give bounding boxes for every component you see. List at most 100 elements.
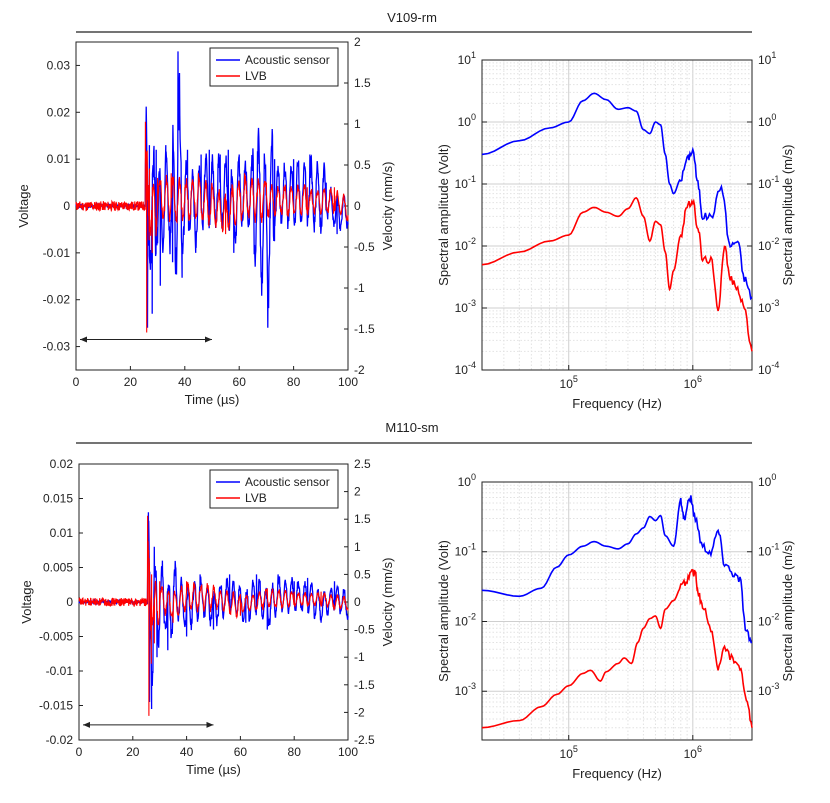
legend: Acoustic sensor LVB [209,469,339,509]
x-axis-label: Frequency (Hz) [572,396,662,411]
time-plot-1: 0 20 40 60 80 1000.020.0150.010.0050-0.005-0.… [19,457,395,777]
x-tick-label: 60 [233,375,247,389]
y-tick-label-left: 10-3 [455,298,476,315]
x-tick-label: 106 [684,744,702,761]
duration-arrow-head-left [83,721,90,728]
y-tick-label-left: 0.015 [43,492,73,506]
x-tick-label: 105 [560,374,578,391]
y-tick-label-right: 10-1 [758,174,779,191]
y-tick-label-left: 10-1 [455,174,476,191]
x-tick-label: 20 [124,375,138,389]
x-tick-label: 40 [178,375,192,389]
y-tick-label-right: -0.5 [354,240,375,254]
y-tick-label-left: 0.01 [47,152,71,166]
legend-label-lvb: LVB [245,69,267,83]
series-lvb [75,121,349,333]
x-tick-label: 80 [288,745,302,759]
y-tick-label-right: -1.5 [354,678,375,692]
y-tick-label-left: 100 [458,472,476,489]
x-tick-label: 80 [287,375,301,389]
y-tick-label-left: -0.02 [43,293,71,307]
legend-label-sensor: Acoustic sensor [245,475,330,489]
x-tick-label: 100 [338,375,358,389]
spectrum-plot-0: 105 106 101 101 100 100 10-1 10-1 10-2 10-2 10-3 10… [436,50,795,411]
x-tick-label: 20 [126,745,140,759]
y-tick-label-left: 101 [458,50,476,67]
y-axis-label-left: Spectral amplitude (Volt) [436,144,451,286]
x-tick-label: 100 [338,745,358,759]
duration-arrow-head-left [80,336,87,343]
series-lvb [78,515,349,716]
y-tick-label-left: 10-2 [455,611,476,628]
series-acoustic-sensor-spectrum [481,495,752,644]
y-tick-label-right: -1 [354,281,365,295]
y-tick-label-left: -0.02 [46,733,74,747]
y-tick-label-right: 1.5 [354,76,371,90]
duration-arrow-head-right [205,336,212,343]
y-tick-label-right: -2.5 [354,733,375,747]
y-axis-label-right: Spectral amplitude (m/s) [780,541,795,682]
y-axis-label-left: Spectral amplitude (Volt) [436,540,451,682]
y-tick-label-left: 0 [63,199,70,213]
y-axis-label-right: Spectral amplitude (m/s) [780,145,795,286]
y-tick-label-right: -1.5 [354,322,375,336]
y-tick-label-right: -1 [354,650,365,664]
y-tick-label-right: 2 [354,35,361,49]
time-plot-0: 0 20 40 60 80 1000.030.020.010-0.01-0.02-0.03… [16,35,395,407]
y-tick-label-right: 1 [354,540,361,554]
y-tick-label-right: -0.5 [354,623,375,637]
spectrum-plot-1: 105 106 100 100 10-1 10-1 10-2 10-2 10-3 10-3 Freq… [436,472,795,781]
y-tick-label-left: -0.005 [39,630,73,644]
x-tick-label: 40 [180,745,194,759]
y-tick-label-left: 10-1 [455,542,476,559]
x-axis-label: Time (µs) [186,762,241,777]
plot-background [482,60,752,370]
y-tick-label-right: -2 [354,363,365,377]
y-tick-label-left: 10-4 [455,360,476,377]
x-tick-label: 0 [73,375,80,389]
legend-box [209,47,339,87]
x-tick-label: 60 [234,745,248,759]
y-axis-label-right: Velocity (mm/s) [380,558,395,647]
legend-box [209,469,339,509]
y-tick-label-right: 10-3 [758,298,779,315]
series-lvb-spectrum [481,568,753,729]
y-tick-label-right: 101 [758,50,776,67]
legend: Acoustic sensor LVB [209,47,339,87]
series-acoustic-sensor-spectrum [481,92,753,301]
y-tick-label-right: 10-2 [758,611,779,628]
duration-arrow-head-right [206,721,214,728]
y-tick-label-left: -0.03 [43,340,71,354]
y-tick-label-right: 2.5 [354,457,371,471]
y-tick-label-left: 0.03 [47,58,71,72]
y-tick-label-left: 100 [458,112,476,129]
y-tick-label-right: 0 [354,595,361,609]
y-tick-label-right: 2 [354,485,361,499]
y-axis-label-left: Voltage [19,580,34,623]
y-tick-label-left: 10-2 [455,236,476,253]
x-axis-label: Frequency (Hz) [572,766,662,781]
y-tick-label-left: 0.01 [50,526,74,540]
y-tick-label-left: 0.02 [50,457,74,471]
y-tick-label-right: 100 [758,112,776,129]
legend-label-sensor: Acoustic sensor [245,53,330,67]
x-tick-label: 105 [560,744,578,761]
y-tick-label-right: 10-2 [758,236,779,253]
y-tick-label-right: 10-4 [758,360,779,377]
y-tick-label-right: 10-3 [758,681,779,698]
row-title-1: M110-sm [385,420,438,435]
y-tick-label-right: 10-1 [758,542,779,559]
y-tick-label-left: 0.02 [47,105,71,119]
y-tick-label-right: 0.5 [354,567,371,581]
x-tick-label: 0 [76,745,83,759]
y-tick-label-left: -0.015 [39,699,73,713]
plot-background [482,482,752,740]
y-tick-label-left: 10-3 [455,681,476,698]
row-title-0: V109-rm [387,10,437,25]
plot-frame [481,481,753,741]
y-axis-label-left: Voltage [16,184,31,227]
plot-frame [481,59,753,371]
y-tick-label-left: -0.01 [46,664,74,678]
legend-label-lvb: LVB [245,491,267,505]
